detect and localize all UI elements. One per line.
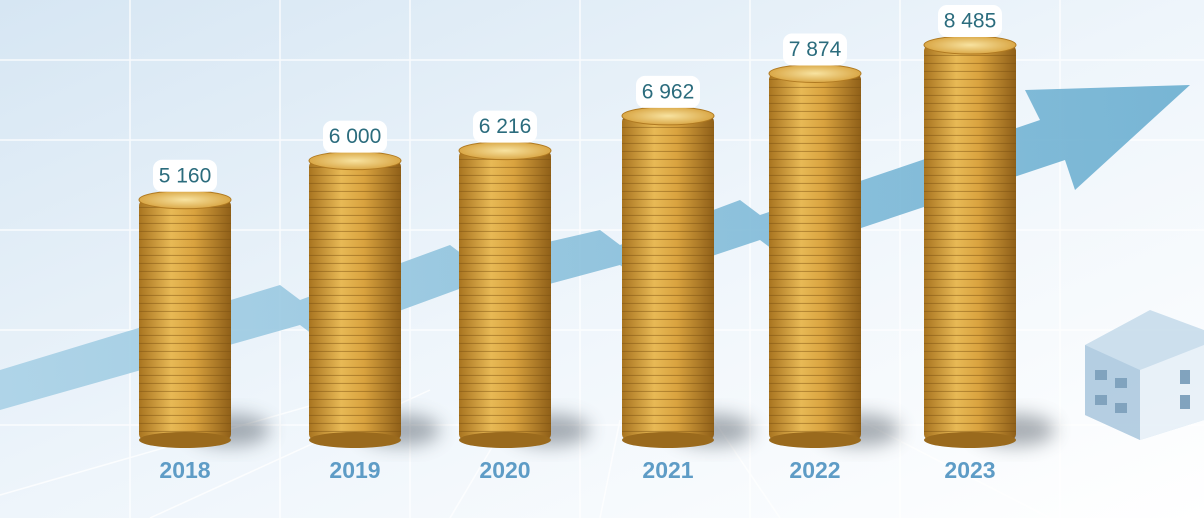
value-label-box <box>783 33 847 66</box>
x-tick-label: 2020 <box>479 457 530 483</box>
value-label-box <box>938 5 1002 37</box>
coin-ridges <box>459 150 551 440</box>
value-label: 6 000 <box>329 125 382 148</box>
value-label: 6 216 <box>479 115 532 138</box>
coin-ridges <box>309 160 401 440</box>
coin-bottom <box>459 432 551 448</box>
x-tick-label: 2019 <box>329 457 380 483</box>
building-icon <box>1085 310 1204 440</box>
x-tick-label: 2022 <box>789 457 840 483</box>
coin-bottom <box>309 432 401 448</box>
value-label: 5 160 <box>159 164 212 187</box>
value-label-box <box>323 120 387 153</box>
coin-ridges <box>139 199 231 440</box>
coin-ridges <box>622 115 714 440</box>
trend-arrow <box>0 85 1190 410</box>
value-label: 7 874 <box>789 38 842 61</box>
coin-ridges <box>924 45 1016 440</box>
coin-top <box>308 151 402 171</box>
value-label: 8 485 <box>944 10 997 33</box>
coin-top <box>138 190 232 210</box>
coin-bottom <box>769 432 861 448</box>
x-tick-label: 2023 <box>944 457 995 483</box>
coin-bottom <box>139 432 231 448</box>
value-label-box <box>153 159 217 192</box>
coin-bottom <box>622 432 714 448</box>
x-tick-label: 2018 <box>159 457 210 483</box>
coin-top <box>458 141 552 161</box>
coin-top <box>621 106 715 126</box>
coin-ridges <box>769 73 861 440</box>
coin-bottom <box>924 432 1016 448</box>
coin-top <box>768 63 862 83</box>
coin-stacks: 5 160 2018 6 000 2019 6 216 2020 6 962 2021 7 87… <box>138 5 1055 483</box>
value-label-box <box>636 75 700 108</box>
value-label-box <box>473 110 537 143</box>
value-label: 6 962 <box>642 80 695 103</box>
x-tick-label: 2021 <box>642 457 693 483</box>
coin-top <box>923 35 1017 55</box>
